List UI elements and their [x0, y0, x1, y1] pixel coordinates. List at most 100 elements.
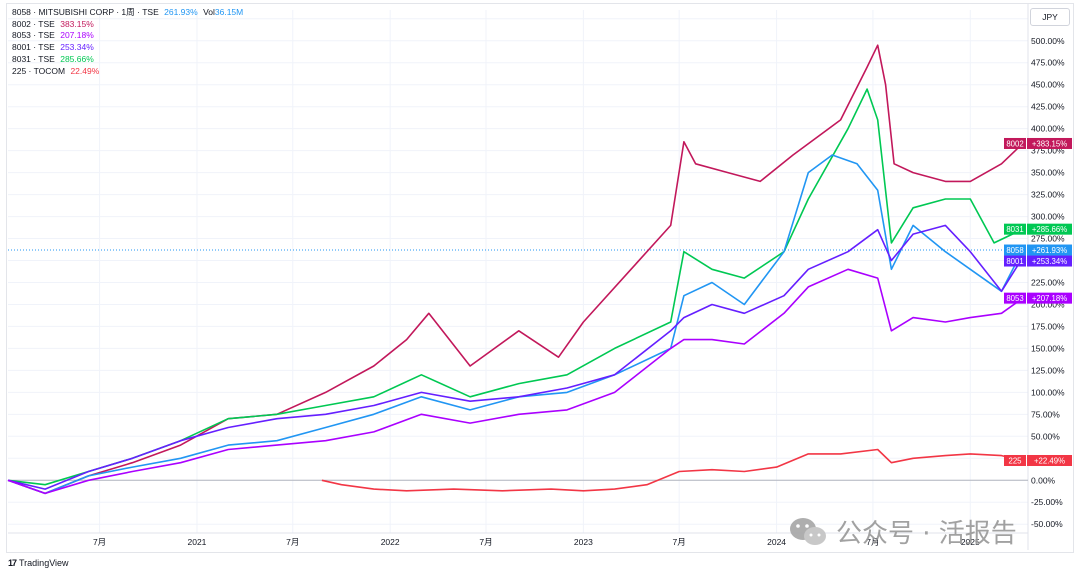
x-tick-label: 7月: [673, 537, 686, 547]
legend-item-8001[interactable]: 8001 · TSE 253.34%: [12, 42, 243, 54]
legend-volume-label: Vol: [203, 7, 215, 17]
price-tag-value-bg: [1027, 292, 1072, 304]
series-line-8053: [7, 268, 1024, 495]
tradingview-brand[interactable]: 17 TradingView: [8, 558, 69, 568]
y-tick-label: 200.00%: [1031, 299, 1065, 309]
price-tag-id: 8002: [1006, 139, 1023, 148]
price-tag-id-bg: [1004, 223, 1026, 235]
legend-value: 22.49%: [70, 65, 100, 76]
price-tag-id-bg: [1004, 255, 1026, 267]
price-tag-value-bg: [1027, 223, 1072, 235]
currency-selector[interactable]: JPY: [1030, 8, 1070, 26]
y-tick-label: 175.00%: [1031, 321, 1065, 331]
price-tag-8002: 8002 +383.15%: [1004, 137, 1072, 149]
legend-value: 253.34%: [60, 42, 94, 53]
legend-item-8053[interactable]: 8053 · TSE 207.18%: [12, 30, 243, 42]
price-tag-id-bg: [1004, 137, 1026, 149]
series-line-225: [321, 448, 1023, 492]
price-tag-value-bg: [1027, 137, 1072, 149]
y-tick-label: 425.00%: [1031, 102, 1065, 112]
price-tag-id-bg: [1004, 292, 1026, 304]
y-tick-label: 400.00%: [1031, 124, 1065, 134]
y-tick-label: 50.00%: [1031, 431, 1060, 441]
price-tag-value: +261.93%: [1032, 246, 1067, 255]
price-tag-value: +22.49%: [1034, 456, 1065, 465]
price-tag-value-bg: [1027, 255, 1072, 267]
tradingview-logo-icon: 17: [8, 558, 17, 568]
y-tick-label: 275.00%: [1031, 234, 1065, 244]
wechat-icon: [790, 517, 826, 545]
y-tick-label: 125.00%: [1031, 365, 1065, 375]
price-tag-value-bg: [1027, 244, 1072, 256]
price-tag-value-bg: [1027, 454, 1072, 466]
legend-symbol: 8001 · TSE: [12, 42, 55, 53]
legend-symbol: 8058 · MITSUBISHI CORP · 1周 · TSE: [12, 7, 159, 17]
y-tick-label: 350.00%: [1031, 168, 1065, 178]
y-tick-label: -50.00%: [1031, 519, 1063, 529]
y-tick-label: 450.00%: [1031, 80, 1065, 90]
series-lines: [7, 44, 1025, 495]
legend-symbol: 8002 · TSE: [12, 18, 55, 29]
price-tag-8058: 8058 +261.93%: [1004, 244, 1072, 256]
legend-item-8058[interactable]: 8058 · MITSUBISHI CORP · 1周 · TSE 261.93…: [12, 7, 243, 19]
x-tick-label: 2025: [961, 537, 980, 547]
price-tag-225: 225 +22.49%: [1004, 454, 1072, 466]
price-tag-id: 225: [1008, 456, 1022, 465]
y-tick-label: 75.00%: [1031, 409, 1060, 419]
x-tick-label: 7月: [93, 537, 106, 547]
legend-symbol: 8031 · TSE: [12, 53, 55, 64]
x-tick-label: 7月: [286, 537, 299, 547]
price-tag-id: 8001: [1006, 257, 1023, 266]
legend-value: 261.93%: [164, 7, 198, 17]
series-line-8058: [7, 154, 1024, 495]
y-tick-label: 375.00%: [1031, 146, 1065, 156]
price-tag-value: +285.66%: [1032, 225, 1067, 234]
y-tick-label: 100.00%: [1031, 387, 1065, 397]
y-tick-label: 150.00%: [1031, 343, 1065, 353]
price-tag-id: 8053: [1006, 294, 1023, 303]
y-tick-label: -25.00%: [1031, 497, 1063, 507]
price-tag-value: +383.15%: [1032, 139, 1067, 148]
x-tick-label: 7月: [479, 537, 492, 547]
y-tick-label: 225.00%: [1031, 277, 1065, 287]
y-tick-label: 300.00%: [1031, 212, 1065, 222]
legend-volume-value: 36.15M: [214, 7, 244, 17]
price-tag-value: +207.18%: [1032, 294, 1067, 303]
y-axis: -50.00%-25.00%0.00%25.00%50.00%75.00%100…: [1031, 14, 1065, 529]
series-line-8001: [7, 224, 1024, 490]
y-tick-label: 475.00%: [1031, 58, 1065, 68]
x-tick-label: 2021: [188, 537, 207, 547]
price-tag-id: 8058: [1006, 246, 1023, 255]
legend-symbol: 225 · TOCOM: [12, 65, 66, 76]
y-tick-label: 500.00%: [1031, 36, 1065, 46]
series-line-8002: [7, 44, 1024, 495]
x-tick-label: 2023: [574, 537, 593, 547]
y-tick-label: 0.00%: [1031, 475, 1056, 485]
legend-value: 383.15%: [60, 18, 94, 29]
chart-frame: [6, 3, 1074, 553]
x-tick-label: 2022: [381, 537, 400, 547]
watermark: 公众号 · 活报告: [788, 513, 1017, 550]
series-line-8031: [7, 88, 1024, 486]
price-tag-8031: 8031 +285.66%: [1004, 223, 1072, 235]
price-tag-id: 8031: [1006, 225, 1023, 234]
legend-item-8031[interactable]: 8031 · TSE 285.66%: [12, 54, 243, 66]
price-tag-id-bg: [1004, 244, 1026, 256]
price-tag-value: +253.34%: [1032, 257, 1067, 266]
legend-item-8002[interactable]: 8002 · TSE 383.15%: [12, 19, 243, 31]
legend-item-225[interactable]: 225 · TOCOM 22.49%: [12, 66, 243, 78]
x-tick-label: 7月: [866, 537, 879, 547]
legend-value: 207.18%: [60, 30, 94, 41]
x-tick-label: 2024: [767, 537, 786, 547]
price-tag-id-bg: [1004, 454, 1026, 466]
watermark-text: 公众号 · 活报告: [836, 519, 1017, 549]
price-tag-8001: 8001 +253.34%: [1004, 255, 1072, 267]
y-tick-label: 325.00%: [1031, 190, 1065, 200]
price-tag-8053: 8053 +207.18%: [1004, 292, 1072, 304]
last-value-tags: 8002 +383.15%8031 +285.66%8058 +261.93%8001…: [1004, 137, 1072, 466]
brand-text: TradingView: [19, 558, 69, 568]
legend-symbol: 8053 · TSE: [12, 30, 55, 41]
grid-layer: [8, 10, 1028, 533]
legend-value: 285.66%: [60, 53, 94, 64]
